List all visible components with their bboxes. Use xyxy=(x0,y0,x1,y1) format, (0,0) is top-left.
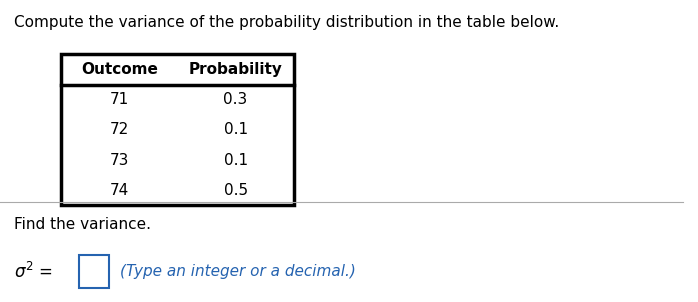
Text: 71: 71 xyxy=(110,92,129,107)
Text: 0.5: 0.5 xyxy=(223,183,248,198)
Text: 72: 72 xyxy=(110,122,129,137)
Text: Outcome: Outcome xyxy=(81,62,158,77)
Bar xyxy=(79,255,110,288)
Text: Find the variance.: Find the variance. xyxy=(14,217,151,233)
Text: Compute the variance of the probability distribution in the table below.: Compute the variance of the probability … xyxy=(14,15,559,30)
Text: 0.3: 0.3 xyxy=(223,92,248,107)
Text: (Type an integer or a decimal.): (Type an integer or a decimal.) xyxy=(119,264,355,279)
Text: 73: 73 xyxy=(110,153,129,168)
Text: 0.1: 0.1 xyxy=(223,122,248,137)
Text: 74: 74 xyxy=(110,183,129,198)
Bar xyxy=(61,54,294,205)
Text: $\sigma^2$ =: $\sigma^2$ = xyxy=(14,262,52,282)
Text: 0.1: 0.1 xyxy=(223,153,248,168)
Text: Probability: Probability xyxy=(188,62,283,77)
